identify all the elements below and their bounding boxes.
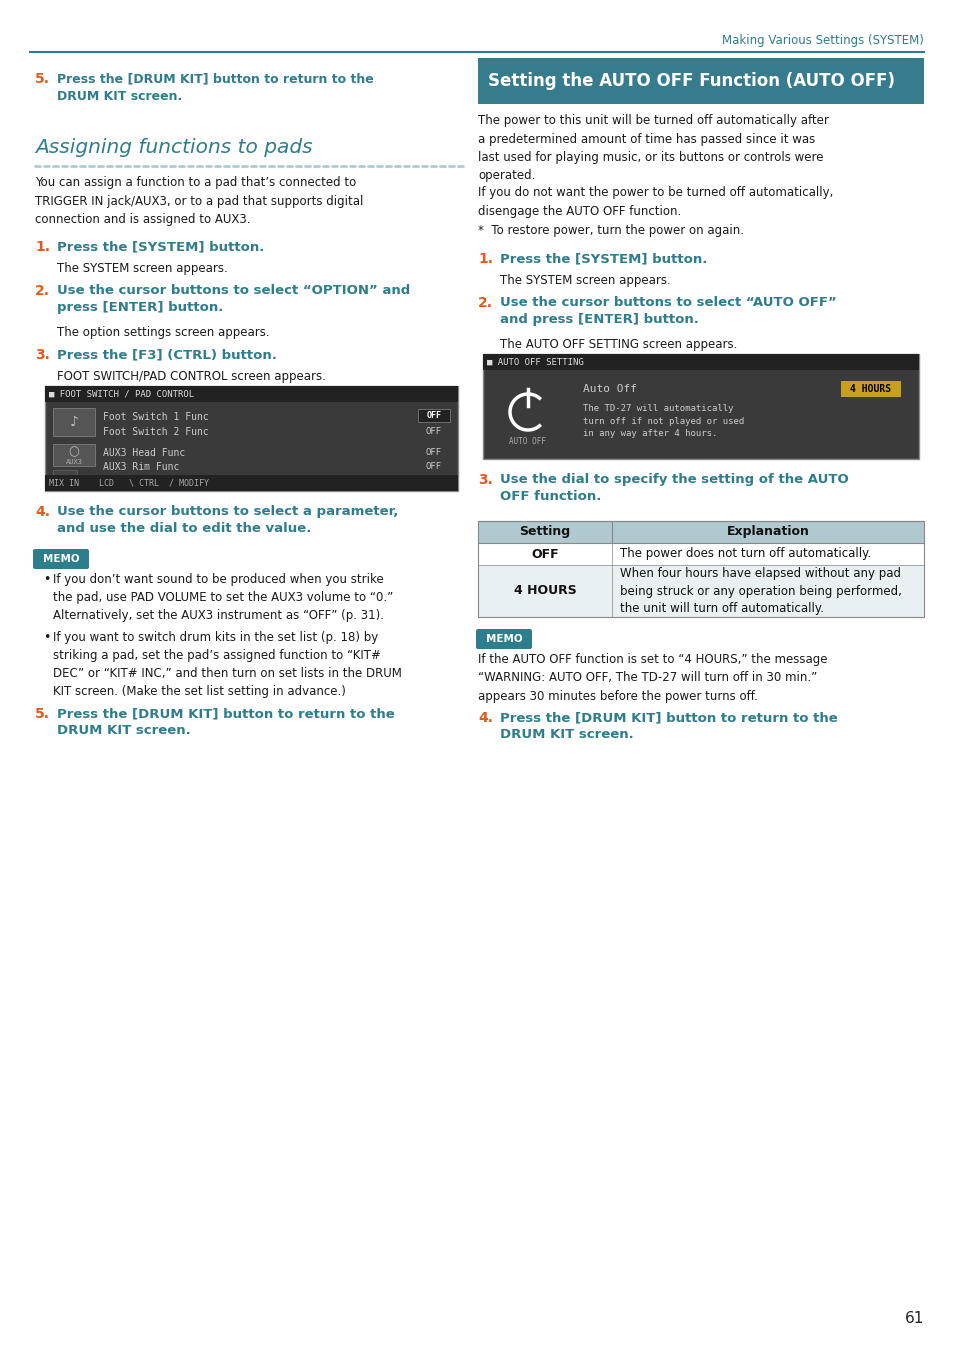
- Text: Assigning functions to pads: Assigning functions to pads: [35, 137, 313, 156]
- Bar: [477, 58, 923, 104]
- Text: 2.: 2.: [477, 297, 493, 310]
- Text: Press the [DRUM KIT] button to return to the
DRUM KIT screen.: Press the [DRUM KIT] button to return to…: [499, 710, 837, 741]
- Text: OFF: OFF: [426, 411, 441, 419]
- Text: The SYSTEM screen appears.: The SYSTEM screen appears.: [57, 262, 228, 275]
- Bar: [417, 408, 450, 422]
- Text: 3.: 3.: [477, 473, 493, 487]
- Bar: [53, 408, 95, 435]
- Text: Press the [DRUM KIT] button to return to the
DRUM KIT screen.: Press the [DRUM KIT] button to return to…: [57, 706, 395, 737]
- Text: 4 HOURS: 4 HOURS: [513, 585, 576, 597]
- Bar: [482, 355, 918, 460]
- Text: Use the cursor buttons to select “AUTO OFF”
and press [ENTER] button.: Use the cursor buttons to select “AUTO O…: [499, 297, 836, 326]
- Text: Press the [SYSTEM] button.: Press the [SYSTEM] button.: [57, 240, 264, 253]
- Text: Press the [F3] (CTRL) button.: Press the [F3] (CTRL) button.: [57, 348, 276, 361]
- Bar: [477, 543, 923, 565]
- Bar: [45, 386, 457, 491]
- Text: If you want to switch drum kits in the set list (p. 18) by
striking a pad, set t: If you want to switch drum kits in the s…: [53, 631, 401, 698]
- Text: Auto Off: Auto Off: [582, 384, 637, 394]
- Bar: [45, 386, 457, 402]
- FancyBboxPatch shape: [476, 630, 532, 648]
- Text: OFF: OFF: [425, 448, 441, 457]
- Text: 1.: 1.: [477, 252, 493, 266]
- Text: ○: ○: [69, 445, 79, 458]
- Bar: [45, 474, 457, 491]
- Text: 4 HOURS: 4 HOURS: [849, 384, 891, 394]
- Text: OFF: OFF: [531, 547, 558, 561]
- Text: 2.: 2.: [35, 284, 50, 298]
- Text: MEMO: MEMO: [485, 634, 521, 644]
- Text: ♪: ♪: [70, 415, 78, 429]
- Text: OFF: OFF: [425, 462, 441, 470]
- FancyBboxPatch shape: [33, 549, 89, 569]
- Text: *  To restore power, turn the power on again.: * To restore power, turn the power on ag…: [477, 224, 743, 237]
- Text: 61: 61: [903, 1312, 923, 1326]
- Text: 4.: 4.: [477, 710, 493, 725]
- Text: MEMO: MEMO: [43, 554, 79, 563]
- Bar: [477, 520, 923, 617]
- Bar: [477, 565, 923, 617]
- Text: The power does not turn off automatically.: The power does not turn off automaticall…: [619, 547, 870, 561]
- Text: If you do not want the power to be turned off automatically,
disengage the AUTO : If you do not want the power to be turne…: [477, 186, 833, 217]
- Text: The SYSTEM screen appears.: The SYSTEM screen appears.: [499, 274, 670, 287]
- Text: Press the [DRUM KIT] button to return to the
DRUM KIT screen.: Press the [DRUM KIT] button to return to…: [57, 71, 374, 102]
- Text: ■ FOOT SWITCH / PAD CONTROL: ■ FOOT SWITCH / PAD CONTROL: [49, 390, 193, 399]
- Text: AUX3: AUX3: [66, 460, 82, 465]
- Text: •: •: [43, 631, 51, 644]
- Text: Setting: Setting: [518, 526, 570, 538]
- Text: Use the cursor buttons to select “OPTION” and
press [ENTER] button.: Use the cursor buttons to select “OPTION…: [57, 284, 410, 314]
- Text: Use the cursor buttons to select a parameter,
and use the dial to edit the value: Use the cursor buttons to select a param…: [57, 506, 398, 535]
- Text: 5.: 5.: [35, 706, 50, 721]
- Bar: [477, 520, 923, 543]
- Bar: [841, 381, 900, 398]
- Bar: [482, 355, 918, 369]
- Text: Press the [SYSTEM] button.: Press the [SYSTEM] button.: [499, 252, 706, 266]
- Text: OFF: OFF: [425, 427, 441, 435]
- Text: When four hours have elapsed without any pad
being struck or any operation being: When four hours have elapsed without any…: [619, 568, 901, 615]
- Text: 3.: 3.: [35, 348, 50, 363]
- Text: FOOT SWITCH/PAD CONTROL screen appears.: FOOT SWITCH/PAD CONTROL screen appears.: [57, 369, 326, 383]
- Text: Explanation: Explanation: [725, 526, 808, 538]
- Text: Foot Switch 2 Func: Foot Switch 2 Func: [103, 427, 209, 437]
- Text: MIX IN    LCD   \ CTRL  / MODIFY: MIX IN LCD \ CTRL / MODIFY: [49, 479, 209, 488]
- Text: Making Various Settings (SYSTEM): Making Various Settings (SYSTEM): [721, 34, 923, 47]
- Bar: [53, 470, 77, 483]
- Text: If you don’t want sound to be produced when you strike
the pad, use PAD VOLUME t: If you don’t want sound to be produced w…: [53, 573, 393, 621]
- Text: Setting the AUTO OFF Function (AUTO OFF): Setting the AUTO OFF Function (AUTO OFF): [488, 71, 894, 90]
- Text: If the AUTO OFF function is set to “4 HOURS,” the message
“WARNING: AUTO OFF, Th: If the AUTO OFF function is set to “4 HO…: [477, 652, 826, 704]
- Text: 1.: 1.: [35, 240, 50, 253]
- Text: ■ AUTO OFF SETTING: ■ AUTO OFF SETTING: [486, 357, 583, 367]
- Text: Use the dial to specify the setting of the AUTO
OFF function.: Use the dial to specify the setting of t…: [499, 473, 848, 504]
- Text: The AUTO OFF SETTING screen appears.: The AUTO OFF SETTING screen appears.: [499, 338, 737, 350]
- Text: 5.: 5.: [35, 71, 50, 86]
- Text: AUX3 Head Func: AUX3 Head Func: [103, 448, 185, 458]
- Text: The power to this unit will be turned off automatically after
a predetermined am: The power to this unit will be turned of…: [477, 115, 828, 182]
- Text: AUTO OFF: AUTO OFF: [509, 437, 546, 446]
- Text: The TD-27 will automatically
turn off if not played or used
in any way after 4 h: The TD-27 will automatically turn off if…: [582, 404, 743, 438]
- Text: You can assign a function to a pad that’s connected to
TRIGGER IN jack/AUX3, or : You can assign a function to a pad that’…: [35, 177, 363, 226]
- Text: •: •: [43, 573, 51, 586]
- Bar: [53, 443, 95, 466]
- Text: The option settings screen appears.: The option settings screen appears.: [57, 326, 270, 338]
- Text: Foot Switch 1 Func: Foot Switch 1 Func: [103, 412, 209, 422]
- Text: AUX3 Rim Func: AUX3 Rim Func: [103, 462, 179, 472]
- Text: 4.: 4.: [35, 506, 50, 519]
